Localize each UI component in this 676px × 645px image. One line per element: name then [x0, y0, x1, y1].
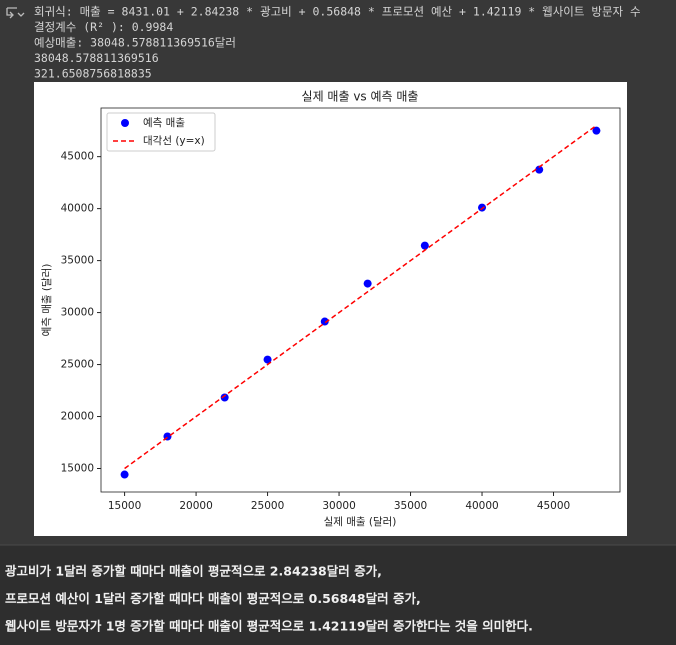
point — [263, 355, 272, 364]
x-tick-label: 25000 — [251, 500, 284, 512]
x-tick-label: 35000 — [394, 500, 427, 512]
output-line: 회귀식: 매출 = 8431.01 + 2.84238 * 광고비 + 0.56… — [34, 5, 641, 19]
output-line: 38048.578811369516 — [34, 51, 159, 65]
point — [363, 279, 372, 288]
icon-shape[interactable] — [6, 7, 17, 19]
x-tick-label: 15000 — [108, 500, 141, 512]
legend-marker — [121, 119, 129, 127]
point — [592, 126, 601, 135]
output-line: 결정계수 (R² ): 0.9984 — [34, 20, 173, 34]
x-tick-label: 40000 — [465, 500, 498, 512]
legend-label: 예측 매출 — [143, 116, 185, 129]
point — [478, 203, 487, 212]
explanation-line: 광고비가 1달러 증가할 때마다 매출이 평균적으로 2.84238달러 증가, — [5, 564, 382, 579]
point — [535, 165, 544, 174]
point — [220, 393, 229, 402]
x-axis-label: 실제 매출 (달러) — [324, 516, 397, 528]
x-tick-label: 20000 — [179, 500, 212, 512]
x-tick-label: 45000 — [537, 500, 570, 512]
explanation-line: 프로모션 예산이 1달러 증가할 때마다 매출이 평균적으로 0.56848달러… — [5, 591, 421, 606]
y-axis-label: 예측 매출 (달러) — [40, 264, 53, 337]
icon-caret[interactable] — [17, 12, 25, 17]
point — [120, 470, 129, 479]
y-tick-label: 25000 — [61, 359, 94, 371]
point — [420, 241, 429, 250]
chart-image — [34, 82, 627, 536]
output-icon[interactable] — [6, 7, 25, 19]
output-line: 321.6508756818835 — [34, 67, 152, 81]
output-line: 예상매출: 38048.578811369516달러 — [34, 36, 236, 50]
diagonal-line — [124, 124, 597, 470]
point — [320, 317, 329, 326]
explanation-line: 웹사이트 방문자가 1명 증가할 때마다 매출이 평균적으로 1.42119달러… — [5, 619, 533, 634]
legend-label: 대각선 (y=x) — [143, 135, 205, 147]
x-tick-label: 30000 — [322, 500, 355, 512]
y-tick-label: 15000 — [61, 463, 94, 475]
y-tick-label: 40000 — [61, 203, 94, 215]
text-cell — [0, 545, 676, 645]
y-tick-label: 45000 — [61, 151, 94, 163]
y-tick-label: 30000 — [61, 307, 94, 319]
plot-frame — [100, 107, 621, 493]
y-tick-label: 20000 — [61, 411, 94, 423]
y-tick-label: 35000 — [61, 255, 94, 267]
chart-title: 실제 매출 vs 예측 매출 — [302, 90, 419, 104]
